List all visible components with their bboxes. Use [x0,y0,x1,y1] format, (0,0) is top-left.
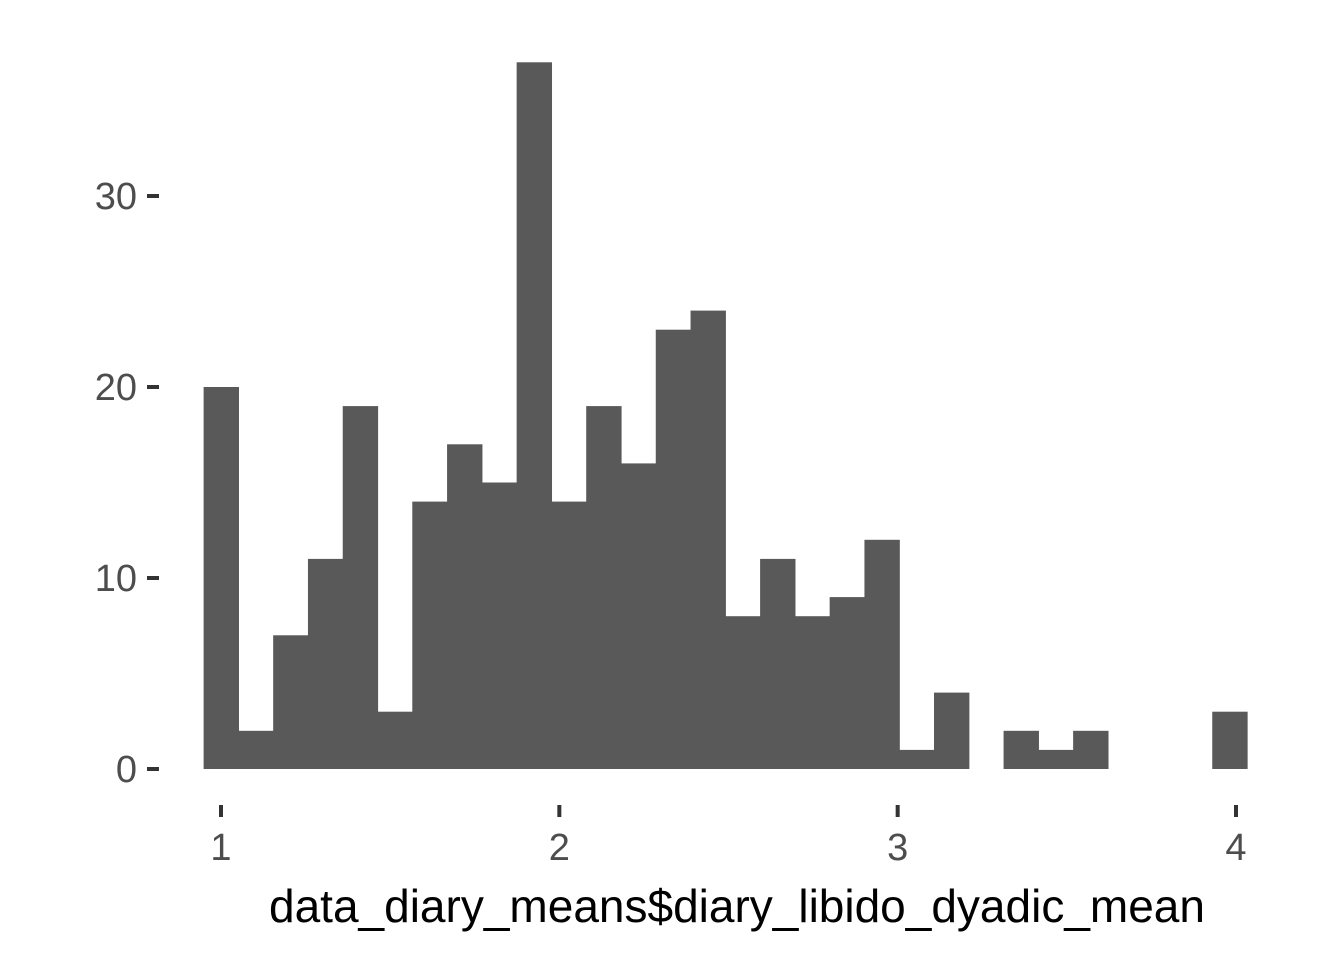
histogram-bar-0 [203,387,239,769]
histogram-bar-23 [1003,730,1039,769]
histogram-bar-4 [342,406,379,769]
y-tick-label-20: 20 [95,367,137,409]
x-tick-label-1: 1 [210,827,231,869]
x-tick-label-3: 3 [887,827,908,869]
x-axis-title: data_diary_means$diary_libido_dyadic_mea… [269,880,1205,932]
y-axis: 0 10 20 30 [95,176,159,791]
histogram-bar-15 [725,616,761,769]
histogram-bar-11 [586,406,622,769]
histogram-bar-14 [690,310,726,769]
histogram-bar-3 [307,558,344,769]
histogram-bar-5 [377,711,413,769]
histogram-bar-16 [760,558,796,769]
histogram-bar-19 [864,539,900,769]
histogram-bars [203,62,1248,770]
histogram-bar-17 [794,616,831,769]
histogram-bar-10 [551,501,587,769]
histogram-bar-1 [238,730,274,769]
x-tick-label-4: 4 [1225,827,1246,869]
x-tick-label-2: 2 [549,827,570,869]
histogram-bar-9 [516,62,553,770]
histogram-bar-12 [620,463,657,769]
y-tick-label-0: 0 [116,749,137,791]
histogram-bar-21 [934,692,970,769]
histogram-bar-2 [273,635,309,769]
histogram-bar-8 [481,482,518,769]
histogram-bar-13 [655,329,692,769]
y-tick-label-30: 30 [95,176,137,218]
histogram-bar-20 [899,749,935,769]
y-tick-label-10: 10 [95,558,137,600]
histogram-bar-29 [1212,711,1248,769]
histogram-bar-6 [412,501,448,769]
x-axis: 1 2 3 4 [210,805,1247,869]
histogram-bar-25 [1073,730,1109,769]
histogram-bar-18 [829,597,866,769]
histogram-bar-24 [1038,749,1074,769]
histogram-bar-7 [447,444,483,769]
